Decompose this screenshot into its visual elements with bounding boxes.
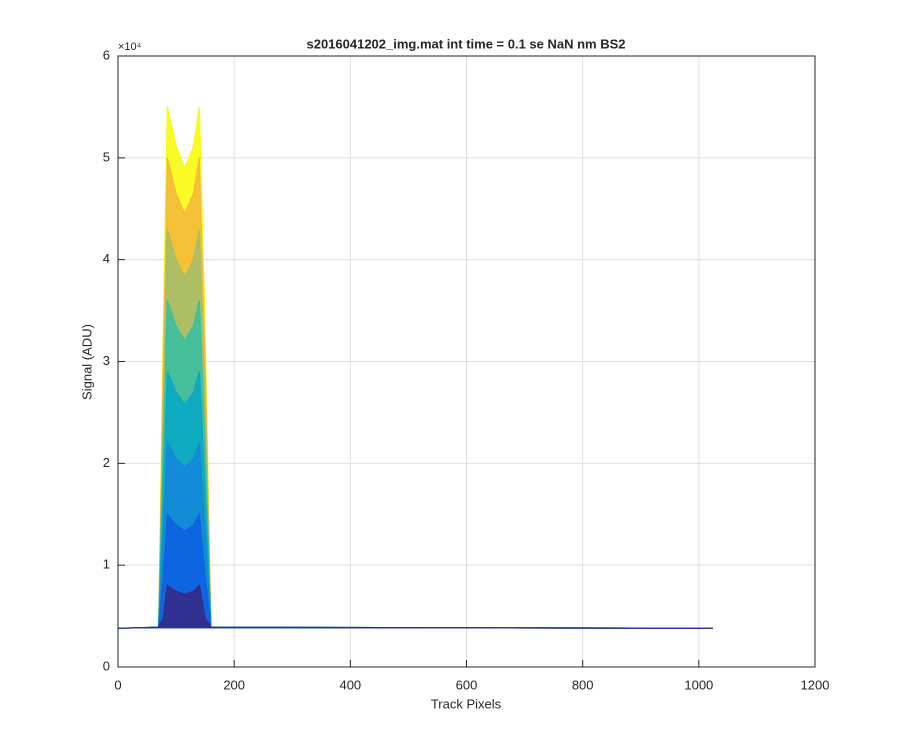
y-tick-label: 5: [103, 149, 110, 164]
x-tick-label: 1000: [684, 677, 713, 692]
chart-title: s2016041202_img.mat int time = 0.1 se Na…: [306, 36, 625, 51]
y-axis-label: Signal (ADU): [79, 324, 94, 400]
x-tick-label: 0: [114, 677, 121, 692]
series-line: [117, 584, 713, 629]
x-tick-label: 600: [456, 677, 478, 692]
y-tick-label: 1: [103, 557, 110, 572]
y-tick-label: 2: [103, 455, 110, 470]
y-tick-label: 6: [103, 47, 110, 62]
x-tick-label: 400: [339, 677, 361, 692]
axes-box: [117, 55, 816, 668]
x-tick-label: 200: [223, 677, 245, 692]
y-exponent: ×10⁴: [118, 41, 142, 53]
x-tick-label: 800: [572, 677, 594, 692]
y-tick-label: 3: [103, 353, 110, 368]
y-tick-label: 0: [103, 658, 110, 673]
y-tick-label: 4: [103, 251, 110, 266]
x-axis-label: Track Pixels: [431, 696, 502, 711]
x-tick-label: 1200: [801, 677, 830, 692]
